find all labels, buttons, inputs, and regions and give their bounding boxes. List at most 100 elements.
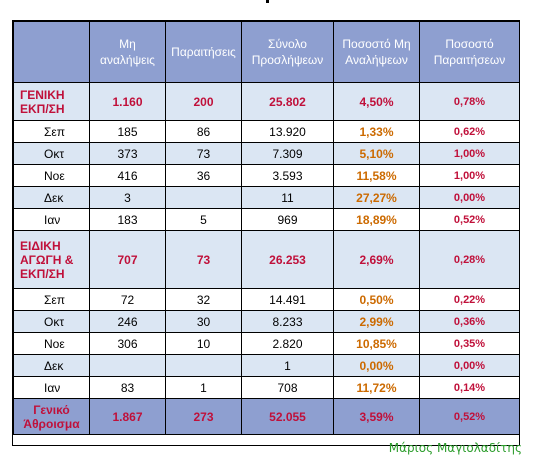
cell-no-accept: 707 (89, 230, 166, 289)
cell-pct-resign: 0,52% (419, 398, 519, 435)
cell-pct-resign: 0,28% (419, 230, 519, 289)
cell-pct-no-accept: 18,89% (333, 208, 420, 231)
cell-resign: 1 (165, 376, 242, 399)
cell-total: 13.920 (241, 120, 334, 143)
author-signature: Μάριος Μαγιολαδίτης (388, 441, 522, 455)
header-pct-no-accept: Ποσοστό Μη Αναλήψεων (333, 21, 420, 83)
table-row: Ιαν 183 5 969 18,89% 0,52% (13, 208, 519, 231)
row-label: Δεκ (13, 354, 90, 377)
cell-resign: 10 (165, 332, 242, 355)
cell-pct-resign: 0,52% (419, 208, 519, 231)
table-row: Δεκ 3 11 27,27% 0,00% (13, 186, 519, 209)
row-label: Οκτ (13, 142, 90, 165)
table-row: Σεπ 185 86 13.920 1,33% 0,62% (13, 120, 519, 143)
cell-pct-no-accept: 2,69% (333, 230, 420, 289)
table-row: Σεπ 72 32 14.491 0,50% 0,22% (13, 288, 519, 311)
cell-resign: 73 (165, 230, 242, 289)
cell-resign: 73 (165, 142, 242, 165)
row-label: Νοε (13, 164, 90, 187)
row-label: Ιαν (13, 376, 90, 399)
cell-no-accept: 3 (89, 186, 166, 209)
cell-total: 26.253 (241, 230, 334, 289)
cell-pct-no-accept: 1,33% (333, 120, 420, 143)
cell-total: 1 (241, 354, 334, 377)
cell-resign (165, 186, 242, 209)
cell-pct-no-accept: 11,72% (333, 376, 420, 399)
header-resign: Παραιτήσεις (165, 21, 242, 83)
header-no-accept: Μη αναλήψεις (89, 21, 166, 83)
row-label: ΕΙΔΙΚΗ ΑΓΩΓΗ & ΕΚΠ/ΣΗ (13, 230, 90, 289)
cell-no-accept: 306 (89, 332, 166, 355)
cell-pct-no-accept: 27,27% (333, 186, 420, 209)
total-row: Γενικό Άθροισμα 1.867 273 52.055 3,59% 0,52% (13, 398, 519, 435)
cell-resign: 200 (165, 82, 242, 121)
cell-pct-no-accept: 11,58% (333, 164, 420, 187)
cell-total: 14.491 (241, 288, 334, 311)
cell-total: 52.055 (241, 398, 334, 435)
cell-pct-no-accept: 4,50% (333, 82, 420, 121)
table-body: ΓΕΝΙΚΗ ΕΚΠ/ΣΗ 1.160 200 25.802 4,50% 0,78% Σεπ… (13, 82, 519, 435)
cell-no-accept (89, 354, 166, 377)
cell-no-accept: 373 (89, 142, 166, 165)
cell-no-accept: 1.160 (89, 82, 166, 121)
cell-pct-resign: 1,00% (419, 164, 519, 187)
cell-no-accept: 183 (89, 208, 166, 231)
cell-resign: 36 (165, 164, 242, 187)
cell-pct-resign: 1,00% (419, 142, 519, 165)
cell-pct-no-accept: 3,59% (333, 398, 420, 435)
table-row: Ιαν 83 1 708 11,72% 0,14% (13, 376, 519, 399)
header-cell-blank (13, 21, 90, 83)
cell-pct-resign: 0,78% (419, 82, 519, 121)
cell-pct-resign: 0,22% (419, 288, 519, 311)
stats-table-frame: Μη αναλήψεις Παραιτήσεις Σύνολο Προσλήψε… (12, 20, 520, 446)
header-pct-resign: Ποσοστό Παραιτήσεων (419, 21, 519, 83)
cell-no-accept: 416 (89, 164, 166, 187)
cell-resign: 273 (165, 398, 242, 435)
cell-no-accept: 246 (89, 310, 166, 333)
cell-total: 3.593 (241, 164, 334, 187)
cell-pct-no-accept: 0,00% (333, 354, 420, 377)
table-row: Οκτ 373 73 7.309 5,10% 1,00% (13, 142, 519, 165)
row-label: ΓΕΝΙΚΗ ΕΚΠ/ΣΗ (13, 82, 90, 121)
header-total: Σύνολο Προσλήψεων (241, 21, 334, 83)
cell-no-accept: 1.867 (89, 398, 166, 435)
cell-total: 8.233 (241, 310, 334, 333)
cell-pct-no-accept: 5,10% (333, 142, 420, 165)
cell-resign: 5 (165, 208, 242, 231)
cell-resign: 32 (165, 288, 242, 311)
cell-pct-resign: 0,36% (419, 310, 519, 333)
cell-total: 7.309 (241, 142, 334, 165)
cell-total: 708 (241, 376, 334, 399)
table-row: Οκτ 246 30 8.233 2,99% 0,36% (13, 310, 519, 333)
row-label: Ιαν (13, 208, 90, 231)
cell-total: 2.820 (241, 332, 334, 355)
cell-no-accept: 185 (89, 120, 166, 143)
cell-total: 25.802 (241, 82, 334, 121)
cell-pct-no-accept: 10,85% (333, 332, 420, 355)
cell-pct-resign: 0,00% (419, 186, 519, 209)
table-row: Νοε 416 36 3.593 11,58% 1,00% (13, 164, 519, 187)
row-label: Οκτ (13, 310, 90, 333)
cell-total: 969 (241, 208, 334, 231)
stats-table: Μη αναλήψεις Παραιτήσεις Σύνολο Προσλήψε… (13, 21, 519, 435)
table-row: Δεκ 1 0,00% 0,00% (13, 354, 519, 377)
cell-pct-resign: 0,35% (419, 332, 519, 355)
cell-pct-resign: 0,62% (419, 120, 519, 143)
row-label: Γενικό Άθροισμα (13, 398, 90, 435)
cell-total: 11 (241, 186, 334, 209)
table-row: Νοε 306 10 2.820 10,85% 0,35% (13, 332, 519, 355)
cell-pct-no-accept: 2,99% (333, 310, 420, 333)
row-label: Δεκ (13, 186, 90, 209)
group-row: ΓΕΝΙΚΗ ΕΚΠ/ΣΗ 1.160 200 25.802 4,50% 0,78% (13, 82, 519, 121)
cell-pct-resign: 0,00% (419, 354, 519, 377)
cell-pct-resign: 0,14% (419, 376, 519, 399)
cell-no-accept: 83 (89, 376, 166, 399)
row-label: Σεπ (13, 288, 90, 311)
cell-pct-no-accept: 0,50% (333, 288, 420, 311)
cell-resign: 30 (165, 310, 242, 333)
cell-no-accept: 72 (89, 288, 166, 311)
header-row: Μη αναλήψεις Παραιτήσεις Σύνολο Προσλήψε… (13, 21, 519, 83)
cell-resign: 86 (165, 120, 242, 143)
top-mark (266, 0, 269, 3)
row-label: Νοε (13, 332, 90, 355)
